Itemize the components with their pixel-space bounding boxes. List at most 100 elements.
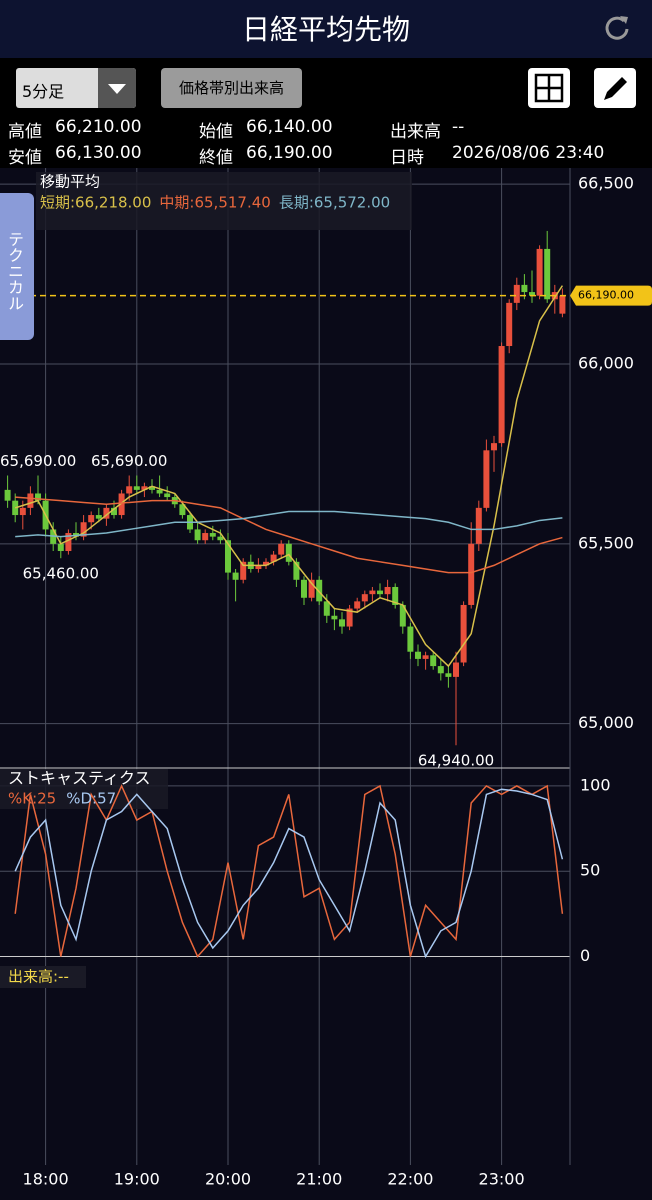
page-title: 日経平均先物 (241, 13, 410, 46)
select-arrow (98, 68, 136, 108)
candle-body (513, 284, 520, 303)
candle-body (308, 579, 315, 598)
candle-body (392, 586, 399, 605)
y-tick-label: 50 (580, 861, 600, 880)
panel-title: ストキャスティクス (8, 769, 151, 788)
candle-body (232, 572, 239, 580)
info-value: 66,190.00 (246, 143, 333, 163)
candle-body (95, 515, 102, 519)
candle-body (35, 493, 41, 501)
candle-body (293, 561, 300, 580)
header: 日経平均先物 (0, 0, 652, 58)
x-tick-label: 21:00 (296, 1170, 342, 1189)
volume-profile-button[interactable]: 価格帯別出来高 (161, 68, 302, 108)
candle-body (179, 504, 186, 516)
candle-body (445, 673, 452, 677)
info-label: 始値 (199, 122, 233, 142)
candle-body (118, 493, 125, 516)
candle-body (506, 302, 513, 347)
candle-body (202, 533, 209, 541)
candle-body (369, 590, 376, 595)
candle-body (80, 522, 87, 537)
legend-box (0, 966, 86, 988)
candle-body (126, 486, 133, 494)
candle-body (399, 604, 406, 627)
candle-body (19, 507, 26, 516)
candle-body (430, 655, 437, 667)
info-value: 2026/08/06 23:40 (452, 143, 605, 163)
legend-entry: 長期:65,572.00 (279, 194, 390, 212)
panel-title: 出来高:-- (8, 968, 69, 986)
last-price-label: 66,190.00 (578, 289, 634, 302)
info-value: 66,130.00 (55, 143, 142, 163)
candle-body (316, 579, 323, 602)
candle-body (559, 295, 566, 314)
candle-body (346, 608, 353, 627)
candle-body (149, 486, 155, 490)
info-value: 66,140.00 (246, 117, 333, 137)
candle-body (255, 565, 262, 569)
candle-body (209, 533, 216, 537)
candle-body (270, 554, 277, 562)
candle-body (536, 248, 543, 296)
candle-body (491, 443, 497, 451)
chart: 18:00 19:00 20:00 21:00 22:00 23:00 65,000 65,5… (0, 168, 652, 1200)
candle-body (111, 507, 117, 516)
candle-body (407, 626, 414, 652)
interval-select[interactable]: 5分足 (16, 68, 136, 108)
price-annotation: 64,940.00 (418, 752, 494, 770)
legend-entry: %D:57 (66, 790, 116, 808)
candle-body (65, 533, 72, 552)
draw-button[interactable] (594, 68, 636, 108)
candle-body (278, 543, 285, 555)
layout-button[interactable] (528, 68, 570, 108)
candle-body (475, 507, 482, 544)
candle-body (354, 601, 361, 609)
candle-body (133, 486, 140, 490)
moving-average-line (15, 496, 563, 574)
indicator-line (14, 788, 564, 959)
x-tick-label: 22:00 (387, 1170, 433, 1189)
technical-tab[interactable]: テクニカル (0, 193, 34, 340)
y-tick-label: 65,000 (578, 713, 634, 732)
x-tick-label: 19:00 (114, 1170, 160, 1189)
info-value: -- (452, 117, 465, 137)
candle-body (141, 486, 148, 490)
x-tick-label: 18:00 (23, 1170, 69, 1189)
candle-body (521, 284, 528, 293)
info-label: 日時 (390, 148, 424, 168)
chart-background (0, 168, 652, 1200)
candle-body (164, 493, 171, 498)
candle-body (361, 594, 368, 602)
candle-body (285, 543, 292, 562)
candle-body (4, 489, 11, 501)
info-label: 安値 (8, 148, 42, 168)
refresh-button[interactable] (602, 12, 632, 42)
moving-average-line (15, 510, 563, 538)
price-annotation: 65,690.00 (91, 452, 167, 470)
legend-box (0, 769, 168, 809)
info-label: 高値 (8, 122, 42, 142)
candle-body (415, 651, 421, 659)
y-tick-label: 66,500 (578, 174, 634, 193)
candle-body (468, 543, 475, 605)
candle-body (460, 604, 467, 663)
info-value: 66,210.00 (55, 117, 142, 137)
info-label: 終値 (199, 148, 233, 168)
candle-body (331, 615, 338, 620)
candle-body (301, 579, 307, 598)
y-tick-label: 100 (580, 775, 611, 794)
candle-body (103, 507, 110, 519)
candle-body (57, 543, 64, 552)
x-tick-label: 23:00 (479, 1170, 525, 1189)
candle-body (323, 601, 330, 616)
info-panel: 高値 66,210.00 始値 66,140.00 出来高 -- 安値 66,130.00 終値… (0, 115, 652, 168)
candle-body (384, 586, 391, 595)
info-label: 出来高 (390, 122, 441, 142)
candle-body (453, 662, 459, 677)
price-annotation: 65,460.00 (23, 565, 99, 583)
y-tick-label: 66,000 (578, 354, 634, 373)
interval-value: 5分足 (22, 82, 65, 101)
candle-body (339, 619, 345, 627)
